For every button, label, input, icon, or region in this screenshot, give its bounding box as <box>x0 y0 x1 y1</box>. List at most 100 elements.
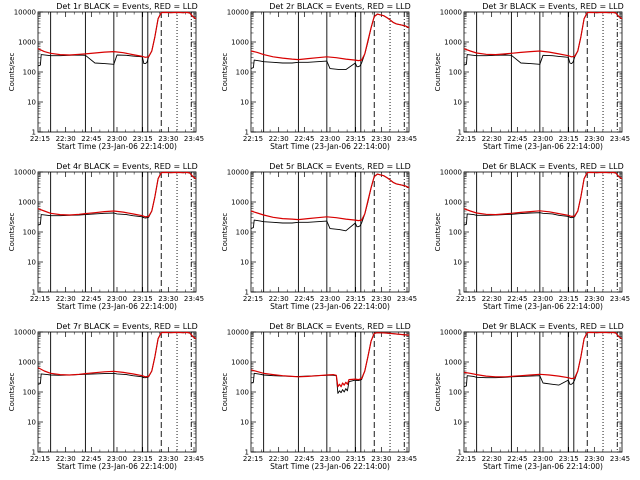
x-tick-label: 23:45 <box>397 295 417 303</box>
x-tick-label: 22:45 <box>81 295 101 303</box>
subplot-9: Det 9r BLACK = Events, RED = LLD 1 10 100 10… <box>434 322 630 471</box>
y-tick-label: 100 <box>236 229 249 237</box>
x-tick-label: 23:15 <box>346 295 366 303</box>
x-tick-label: 23:00 <box>320 135 340 143</box>
y-tick-label: 10000 <box>14 169 36 177</box>
x-tick-label: 23:30 <box>371 455 391 463</box>
x-tick-label: 23:45 <box>184 455 204 463</box>
x-tick-label: 23:45 <box>610 135 630 143</box>
subplot-8: Det 8r BLACK = Events, RED = LLD 1 10 100 10… <box>221 322 417 471</box>
y-tick-label: 1000 <box>444 39 462 47</box>
x-axis-label: Start Time (23-Jan-06 22:14:00) <box>483 142 603 151</box>
subplot-5: Det 5r BLACK = Events, RED = LLD 1 10 100 10… <box>221 162 417 311</box>
x-tick-label: 23:30 <box>584 295 604 303</box>
y-tick-label: 1000 <box>18 39 36 47</box>
y-tick-label: 10000 <box>227 169 249 177</box>
y-tick-label: 1 <box>32 289 36 297</box>
plot-frame <box>463 171 623 293</box>
x-tick-label: 23:45 <box>184 295 204 303</box>
y-tick-label: 1 <box>32 449 36 457</box>
x-tick-label: 23:15 <box>559 295 579 303</box>
y-tick-label: 10 <box>240 99 249 107</box>
subplot-title: Det 3r BLACK = Events, RED = LLD <box>482 2 624 11</box>
series-events-line <box>250 332 410 394</box>
x-tick-label: 22:15 <box>243 135 263 143</box>
x-tick-label: 23:00 <box>107 455 127 463</box>
y-axis-label: Counts/sec <box>434 53 442 92</box>
subplot-title: Det 2r BLACK = Events, RED = LLD <box>269 2 411 11</box>
y-tick-label: 10000 <box>440 169 462 177</box>
series-events-line <box>463 171 623 226</box>
x-axis-label: Start Time (23-Jan-06 22:14:00) <box>57 142 177 151</box>
subplot-title: Det 4r BLACK = Events, RED = LLD <box>56 162 198 171</box>
x-axis-label: Start Time (23-Jan-06 22:14:00) <box>57 462 177 471</box>
x-tick-label: 23:00 <box>533 295 553 303</box>
y-axis-label: Counts/sec <box>221 213 229 252</box>
series-events-line <box>37 171 197 226</box>
x-tick-label: 22:30 <box>482 455 502 463</box>
y-tick-label: 10 <box>27 419 36 427</box>
y-tick-label: 1000 <box>18 359 36 367</box>
y-tick-label: 1000 <box>231 199 249 207</box>
y-tick-label: 1 <box>245 129 249 137</box>
x-tick-label: 22:15 <box>30 295 50 303</box>
y-tick-label: 10 <box>453 259 462 267</box>
y-tick-label: 10 <box>240 259 249 267</box>
x-tick-label: 23:00 <box>320 295 340 303</box>
subplot-2: Det 2r BLACK = Events, RED = LLD 1 10 100 10… <box>221 2 417 151</box>
series-lld-line <box>37 171 197 218</box>
y-axis-label: Counts/sec <box>8 213 16 252</box>
plot-frame <box>37 331 197 453</box>
y-tick-label: 10 <box>453 419 462 427</box>
series-lld-line <box>250 13 410 62</box>
series-lld-line <box>250 173 410 222</box>
x-tick-label: 22:45 <box>294 295 314 303</box>
x-axis-label: Start Time (23-Jan-06 22:14:00) <box>270 302 390 311</box>
x-tick-label: 23:30 <box>158 295 178 303</box>
subplot-6: Det 6r BLACK = Events, RED = LLD 1 10 100 10… <box>434 162 630 311</box>
x-tick-label: 22:30 <box>482 295 502 303</box>
y-tick-label: 10000 <box>227 329 249 337</box>
x-tick-label: 23:00 <box>107 295 127 303</box>
x-tick-label: 23:15 <box>133 135 153 143</box>
x-tick-label: 22:30 <box>56 295 76 303</box>
y-tick-label: 1 <box>458 129 462 137</box>
x-tick-label: 23:45 <box>397 455 417 463</box>
x-tick-label: 23:30 <box>371 135 391 143</box>
x-tick-label: 23:30 <box>158 135 178 143</box>
y-tick-label: 1000 <box>231 39 249 47</box>
x-tick-label: 22:30 <box>482 135 502 143</box>
subplot-title: Det 5r BLACK = Events, RED = LLD <box>269 162 411 171</box>
y-tick-label: 100 <box>449 69 462 77</box>
x-tick-label: 22:45 <box>507 295 527 303</box>
x-tick-label: 22:15 <box>243 295 263 303</box>
plot-frame <box>463 11 623 133</box>
x-tick-label: 22:15 <box>456 135 476 143</box>
plot-frame <box>250 331 410 453</box>
y-tick-label: 10000 <box>14 329 36 337</box>
y-axis-label: Counts/sec <box>221 53 229 92</box>
x-tick-label: 22:15 <box>243 455 263 463</box>
y-tick-label: 1000 <box>231 359 249 367</box>
y-tick-label: 1 <box>458 449 462 457</box>
x-tick-label: 23:15 <box>559 455 579 463</box>
series-events-line <box>37 11 197 67</box>
series-events-line <box>250 173 410 232</box>
x-axis-label: Start Time (23-Jan-06 22:14:00) <box>270 462 390 471</box>
x-tick-label: 23:45 <box>610 455 630 463</box>
series-lld-line <box>37 11 197 58</box>
x-axis-label: Start Time (23-Jan-06 22:14:00) <box>483 302 603 311</box>
x-tick-label: 23:00 <box>533 135 553 143</box>
x-tick-label: 23:00 <box>107 135 127 143</box>
subplot-title: Det 6r BLACK = Events, RED = LLD <box>482 162 624 171</box>
y-axis-label: Counts/sec <box>434 373 442 412</box>
y-tick-label: 10000 <box>14 9 36 17</box>
y-tick-label: 10000 <box>440 329 462 337</box>
plot-frame <box>250 171 410 293</box>
x-tick-label: 23:00 <box>533 455 553 463</box>
series-events-line <box>463 11 623 66</box>
x-tick-label: 22:30 <box>269 295 289 303</box>
subplot-title: Det 9r BLACK = Events, RED = LLD <box>482 322 624 331</box>
subplot-title: Det 7r BLACK = Events, RED = LLD <box>56 322 198 331</box>
